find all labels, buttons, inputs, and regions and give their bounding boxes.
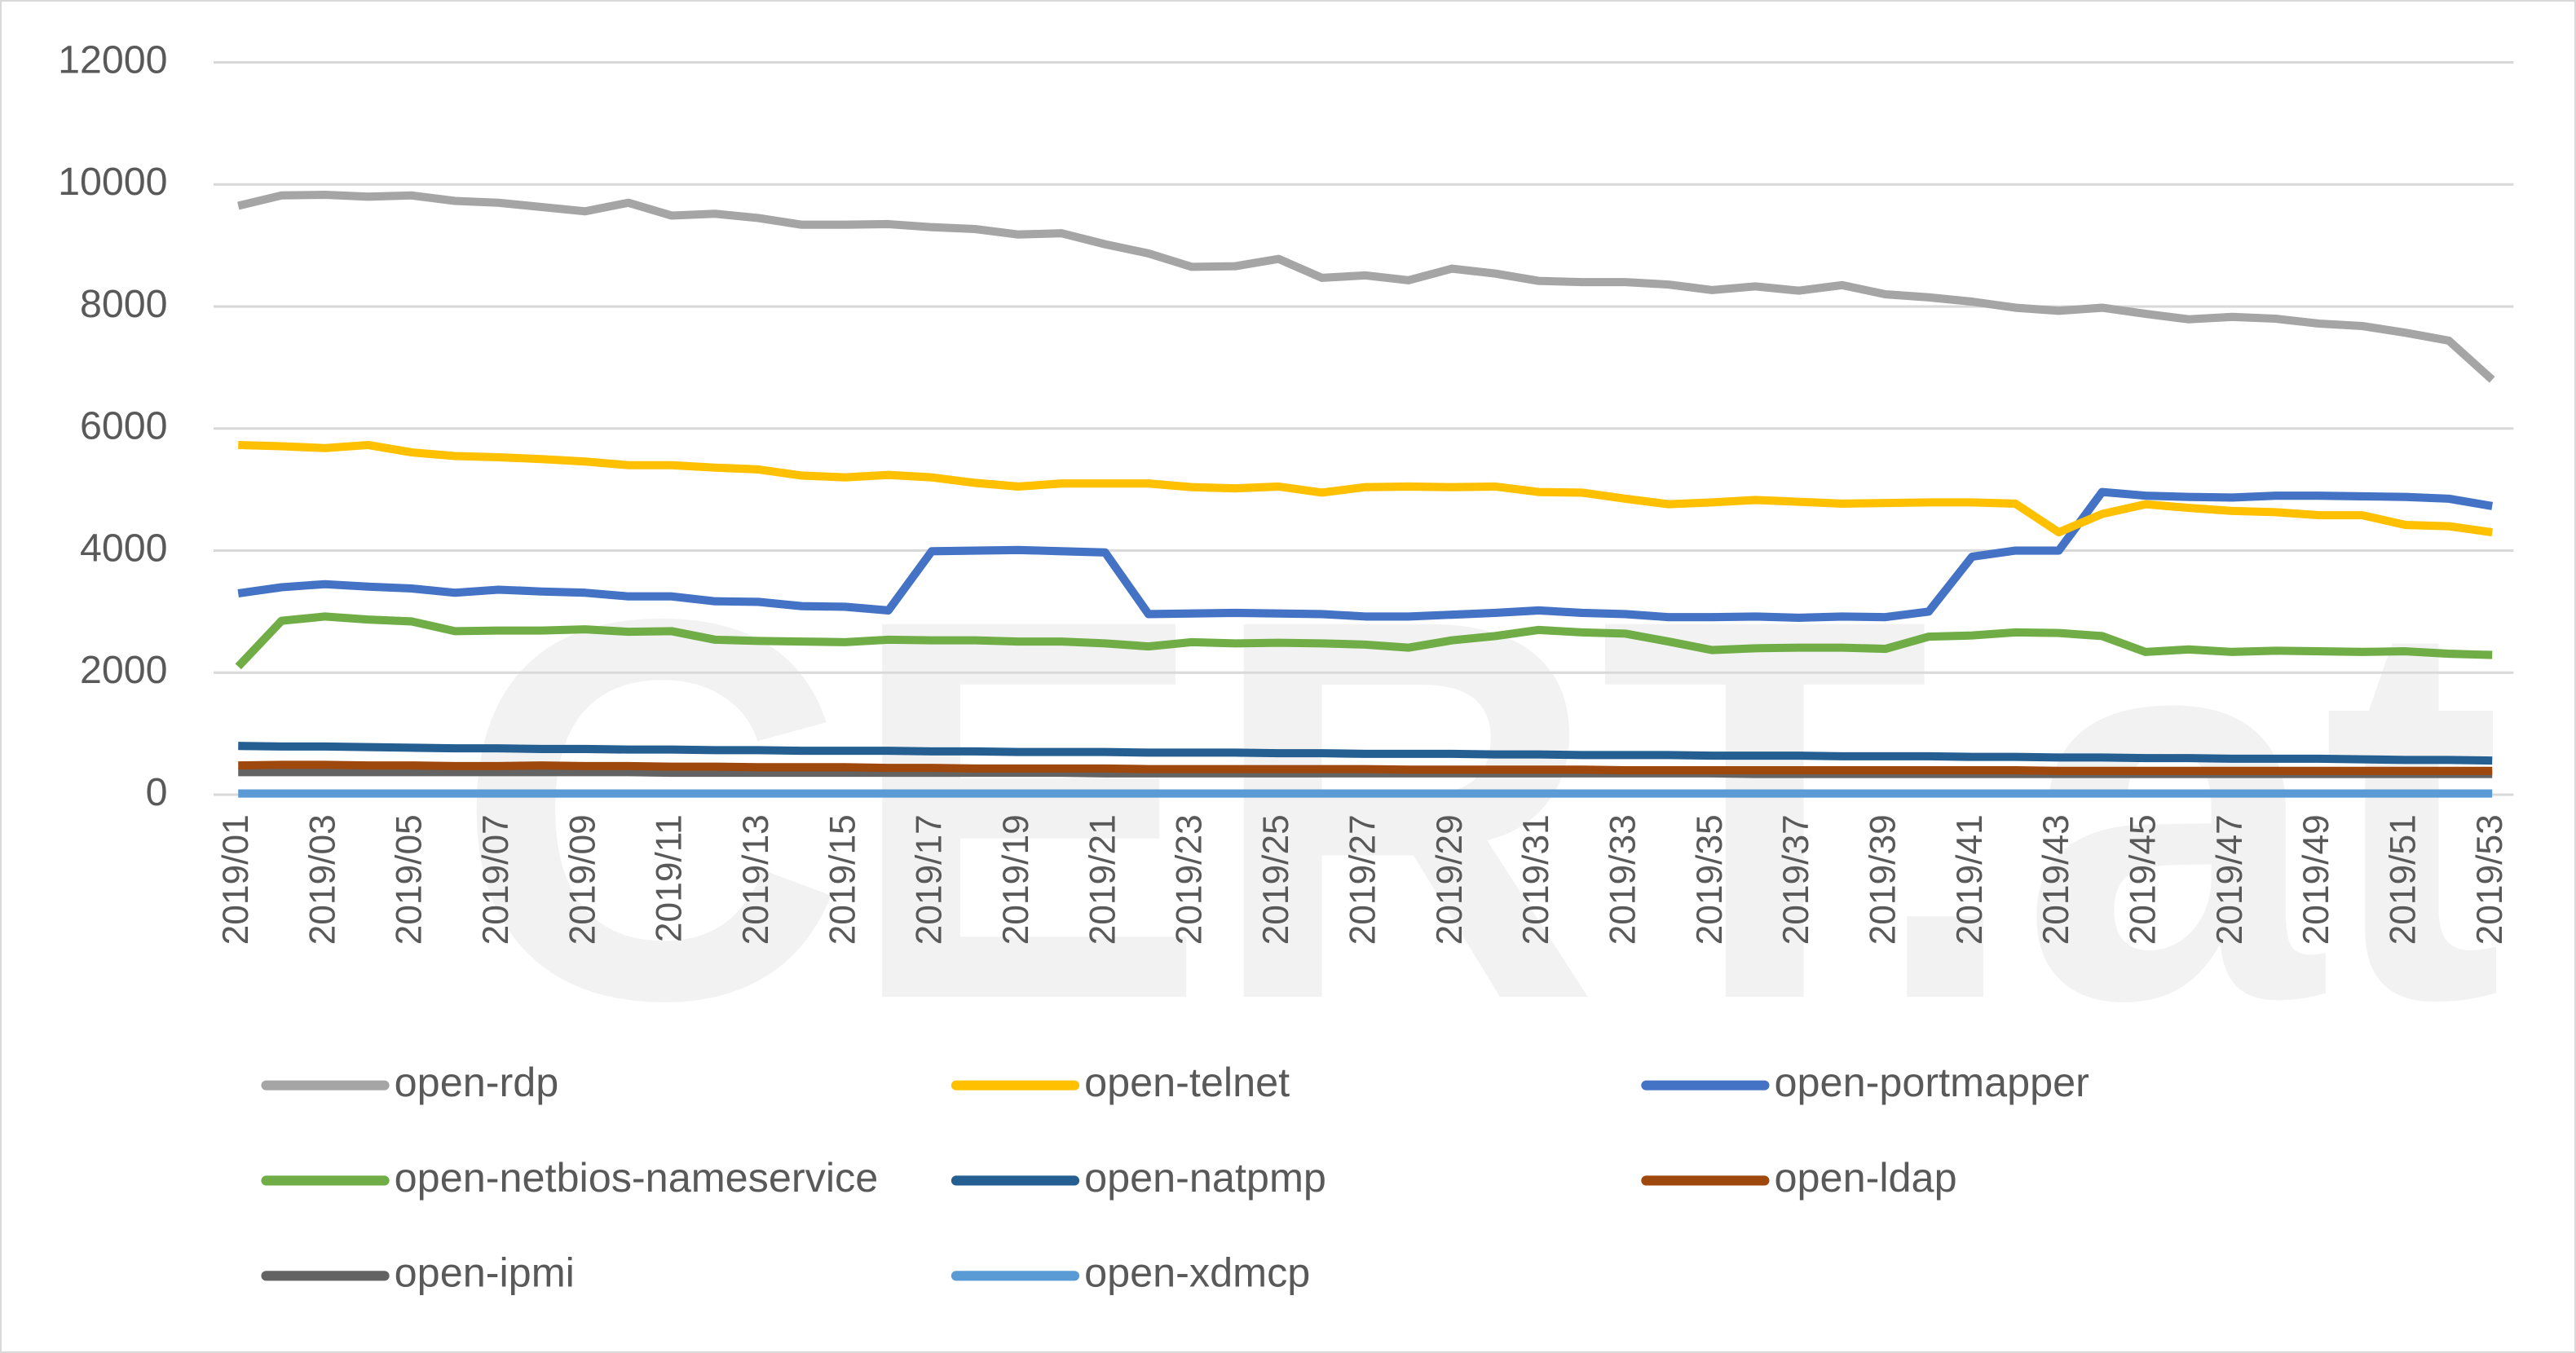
x-tick-label: 2019/13 bbox=[736, 814, 776, 945]
legend-label: open-portmapper bbox=[1775, 1059, 2089, 1105]
x-tick-label: 2019/33 bbox=[1603, 814, 1643, 945]
y-tick-label: 12000 bbox=[58, 37, 167, 82]
x-tick-label: 2019/31 bbox=[1516, 814, 1556, 945]
x-tick-label: 2019/29 bbox=[1430, 814, 1470, 945]
series-line bbox=[237, 487, 2494, 622]
series-line bbox=[237, 190, 2495, 383]
x-tick-label: 2019/37 bbox=[1776, 814, 1816, 945]
x-tick-label: 2019/23 bbox=[1170, 814, 1210, 945]
y-tick-label: 8000 bbox=[80, 282, 168, 326]
legend-label: open-telnet bbox=[1084, 1059, 1290, 1105]
y-tick-label: 6000 bbox=[80, 404, 168, 448]
x-tick-label: 2019/01 bbox=[216, 814, 256, 945]
x-tick-label: 2019/15 bbox=[823, 814, 862, 945]
series-line bbox=[238, 742, 2493, 765]
y-tick-label: 10000 bbox=[58, 160, 167, 204]
y-tick-label: 4000 bbox=[80, 526, 168, 570]
x-tick-label: 2019/27 bbox=[1343, 814, 1383, 945]
series-line bbox=[238, 440, 2493, 537]
x-tick-label: 2019/41 bbox=[1950, 814, 1990, 945]
y-tick-label: 0 bbox=[146, 770, 168, 814]
x-tick-label: 2019/05 bbox=[390, 814, 430, 945]
x-tick-label: 2019/21 bbox=[1083, 814, 1123, 945]
watermark: CERT.at bbox=[454, 506, 2503, 1112]
x-tick-label: 2019/47 bbox=[2210, 814, 2250, 945]
x-tick-label: 2019/25 bbox=[1256, 814, 1296, 945]
x-tick-label: 2019/45 bbox=[2124, 814, 2164, 945]
x-tick-label: 2019/07 bbox=[476, 814, 516, 945]
x-tick-label: 2019/35 bbox=[1690, 814, 1730, 945]
y-tick-label: 2000 bbox=[80, 648, 168, 692]
series-line bbox=[235, 612, 2493, 670]
series-line bbox=[238, 760, 2493, 775]
x-tick-label: 2019/39 bbox=[1863, 814, 1903, 945]
x-tick-label: 2019/51 bbox=[2384, 814, 2424, 945]
x-tick-label: 2019/43 bbox=[2036, 814, 2076, 945]
x-tick-label: 2019/53 bbox=[2470, 814, 2510, 945]
x-tick-label: 2019/03 bbox=[302, 814, 342, 945]
x-tick-label: 2019/49 bbox=[2296, 814, 2336, 945]
legend-label: open-natpmp bbox=[1084, 1154, 1326, 1201]
legend-label: open-ipmi bbox=[395, 1249, 575, 1296]
x-tick-label: 2019/09 bbox=[562, 814, 602, 945]
legend-label: open-rdp bbox=[395, 1059, 559, 1105]
legend-label: open-netbios-nameservice bbox=[395, 1154, 879, 1201]
legend-label: open-xdmcp bbox=[1084, 1249, 1310, 1296]
legend-label: open-ldap bbox=[1775, 1154, 1957, 1201]
x-tick-label: 2019/17 bbox=[910, 814, 950, 945]
x-tick-label: 2019/19 bbox=[996, 814, 1036, 945]
x-tick-label: 2019/11 bbox=[650, 814, 690, 942]
